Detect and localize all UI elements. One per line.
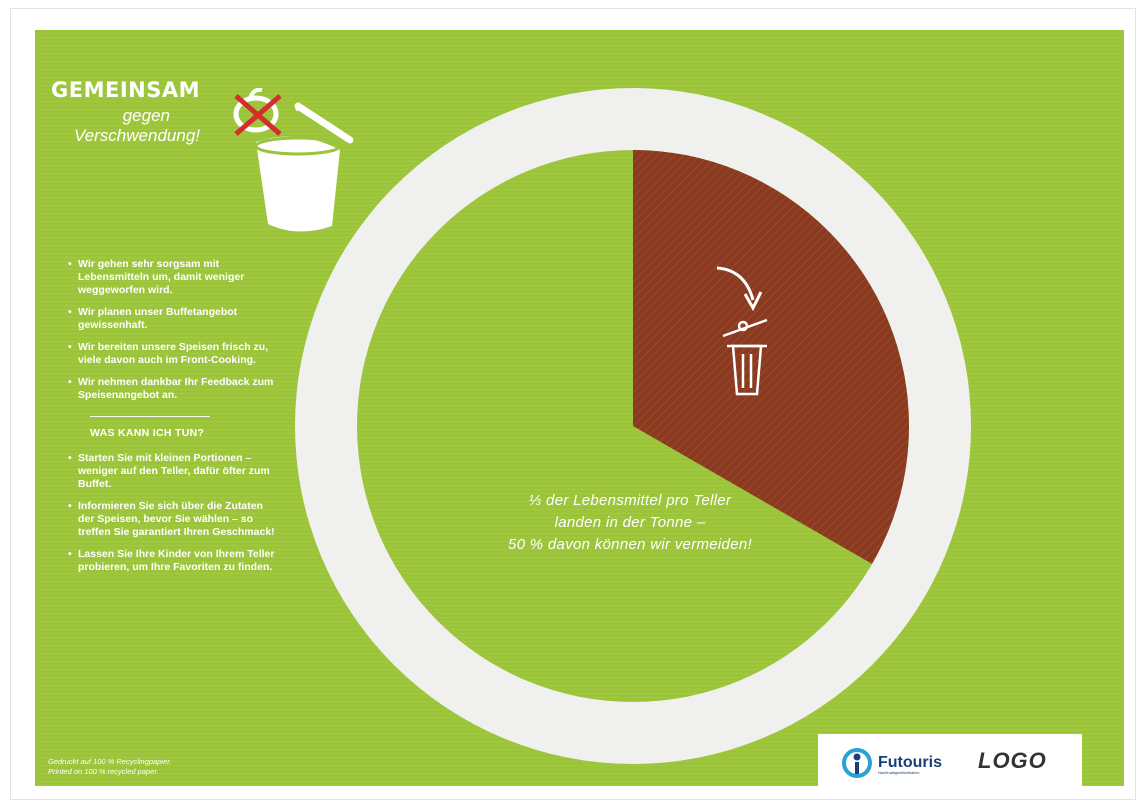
plate: [357, 150, 909, 702]
intro-item: Wir nehmen dankbar Ihr Feedback zum Spei…: [68, 376, 278, 402]
logo-placeholder: LOGO: [978, 748, 1047, 773]
trash-can-icon: [722, 318, 768, 396]
caption-line-2: landen in der Tonne –: [554, 514, 706, 531]
footnote-de: Gedruckt auf 100 % Recyclingpapier.: [48, 757, 172, 766]
footnote-en: Printed on 100 % recycled paper.: [48, 767, 159, 776]
plate-caption: ⅓ der Lebensmittel pro Teller landen in …: [470, 490, 790, 556]
caption-line-3: 50 % davon können wir vermeiden!: [508, 536, 752, 553]
poster-heading: GEMEINSAM gegen Verschwendung!: [40, 78, 200, 146]
section-title: WAS KANN ICH TUN?: [90, 427, 205, 439]
intro-item: Wir gehen sehr sorgsam mit Lebensmitteln…: [68, 258, 278, 297]
tip-item: Informieren Sie sich über die Zutaten de…: [68, 500, 278, 539]
intro-item: Wir bereiten unsere Speisen frisch zu, v…: [68, 341, 278, 367]
futouris-person-icon: [842, 748, 872, 778]
print-footnote: Gedruckt auf 100 % Recyclingpapier. Prin…: [48, 757, 172, 777]
section-divider: [90, 416, 210, 417]
waste-slice: [633, 150, 909, 576]
futouris-tagline: Nachhaltigkeitsinitiative: [878, 770, 920, 775]
tips-list: Starten Sie mit kleinen Portionen – weni…: [68, 452, 278, 574]
futouris-name: Futouris: [878, 754, 942, 771]
caption-line-1: ⅓ der Lebensmittel pro Teller: [528, 492, 732, 509]
heading-line-3: Verschwendung!: [73, 126, 200, 145]
plate-svg: [633, 150, 909, 576]
trash-bin-with-crossed-apple-icon: [233, 88, 354, 232]
heading-line-1: GEMEINSAM: [51, 78, 200, 102]
intro-list: Wir gehen sehr sorgsam mit Lebensmitteln…: [68, 258, 278, 402]
tip-item: Starten Sie mit kleinen Portionen – weni…: [68, 452, 278, 491]
futouris-logo: Futouris Nachhaltigkeitsinitiative: [842, 748, 942, 778]
curved-arrow-icon: [716, 266, 763, 312]
tip-item: Lassen Sie Ihre Kinder von Ihrem Teller …: [68, 548, 278, 574]
logo-box: Futouris Nachhaltigkeitsinitiative LOGO: [818, 734, 1082, 792]
intro-item: Wir planen unser Buffetangebot gewissenh…: [68, 306, 278, 332]
heading-line-2: gegen: [122, 106, 170, 125]
sidebar-text: Wir gehen sehr sorgsam mit Lebensmitteln…: [68, 258, 278, 583]
